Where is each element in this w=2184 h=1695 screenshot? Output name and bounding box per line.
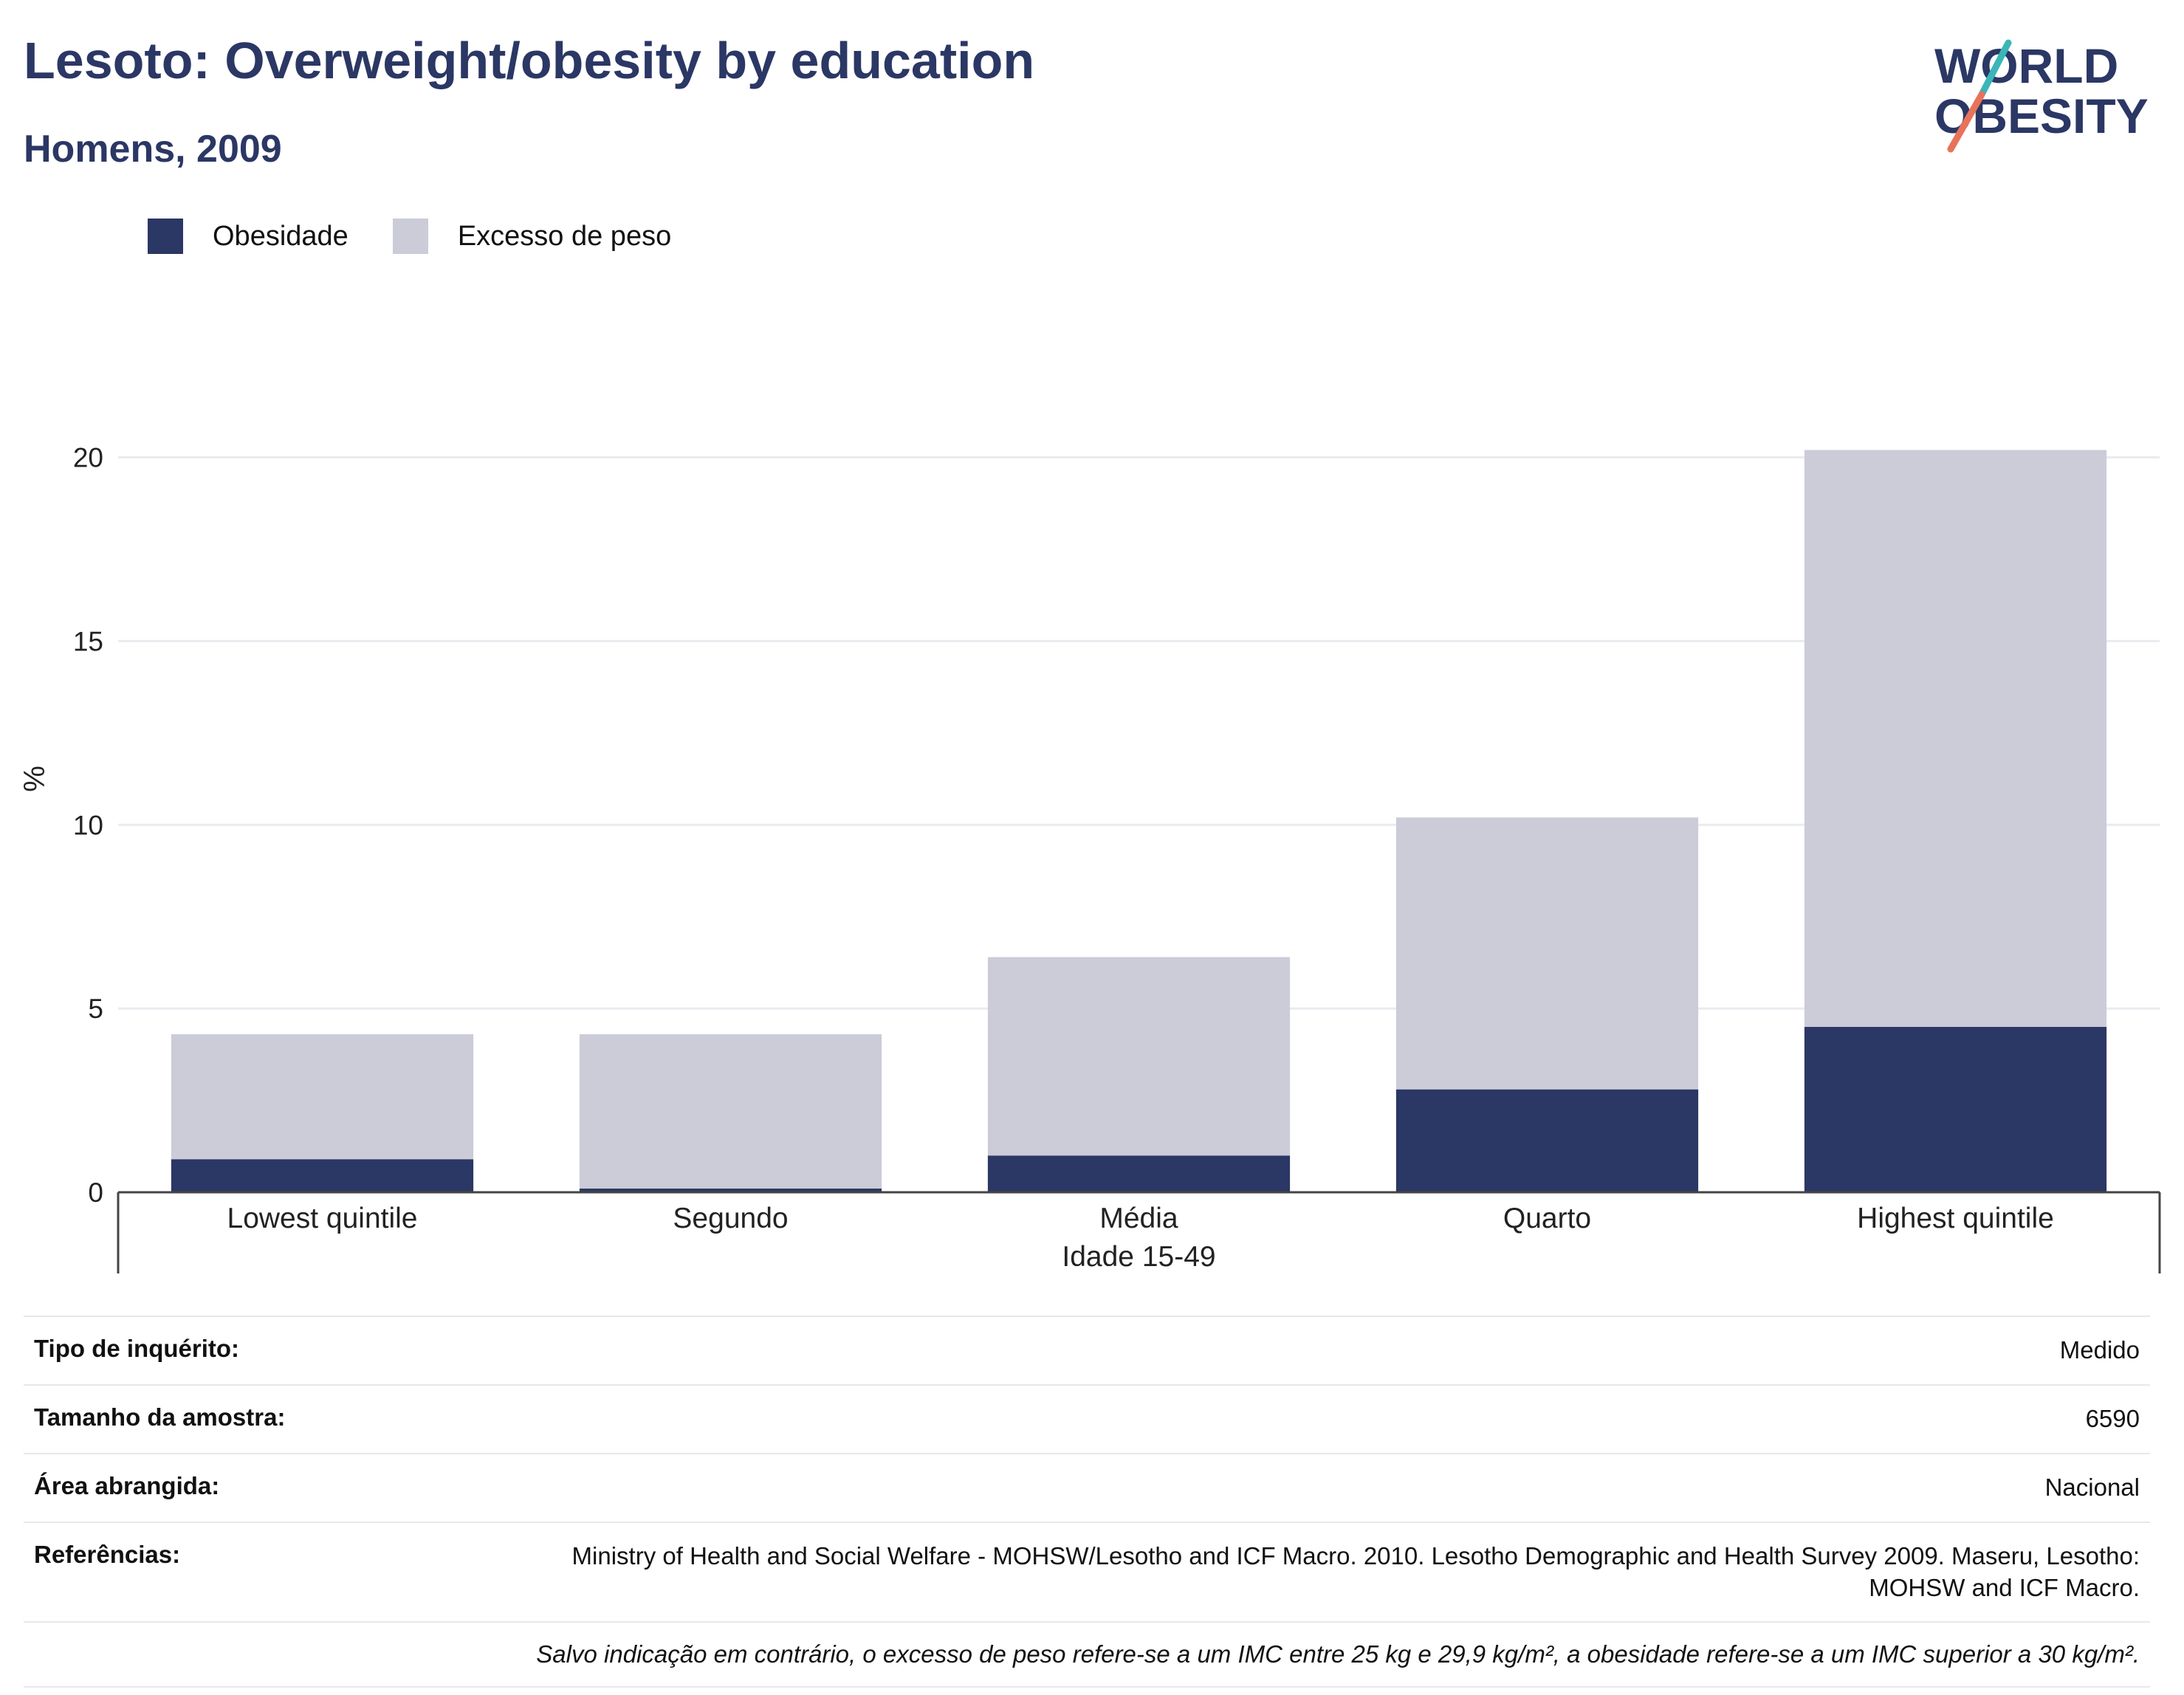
x-tick-label: Segundo [673,1203,788,1234]
x-axis-title: Idade 15-49 [1062,1241,1215,1273]
logo-line-1: WORLD [1934,38,2118,93]
survey-info-table: Tipo de inquérito: Medido Tamanho da amo… [24,1316,2150,1688]
y-axis-title: % [18,766,51,792]
y-tick-label: 15 [73,626,103,656]
y-tick-label: 0 [88,1177,103,1208]
chart-title: Lesoto: Overweight/obesity by education [24,32,1035,89]
world-obesity-logo: WORLD OBESITY [1934,38,2149,153]
bar-excesso-de-peso [171,1034,474,1160]
survey-type-value: Medido [2059,1336,2140,1364]
bar-excesso-de-peso [987,957,1291,1156]
legend-swatch-excesso-de-peso [392,219,428,254]
bar-obesidade [579,1189,882,1192]
legend-label-obesidade: Obesidade [213,220,348,252]
info-row-area: Área abrangida: Nacional [24,1452,2150,1522]
y-tick-label: 10 [73,810,103,840]
x-tick-label: Highest quintile [1857,1203,2054,1234]
x-tick-label: Quarto [1503,1203,1591,1234]
references-label: Referências: [34,1540,181,1568]
legend-swatch-obesidade [148,219,183,254]
x-tick-label: Lowest quintile [227,1203,418,1234]
legend-label-excesso-de-peso: Excesso de peso [457,220,672,252]
logo-slash-teal [1978,39,2012,98]
legend-item-excesso-de-peso[interactable]: Excesso de peso [392,219,672,254]
sample-size-value: 6590 [2085,1404,2140,1432]
bar-obesidade [1395,1089,1699,1192]
bar-obesidade [1804,1027,2107,1192]
info-row-references: Referências: Ministry of Health and Soci… [24,1521,2150,1622]
sample-size-label: Tamanho da amostra: [34,1403,286,1431]
legend: Obesidade Excesso de peso [148,219,715,254]
bar-excesso-de-peso [579,1034,882,1189]
bar-obesidade [987,1155,1291,1192]
references-value: Ministry of Health and Social Welfare - … [571,1541,2140,1601]
y-tick-label: 20 [73,443,103,473]
x-tick-label: Média [1099,1203,1178,1234]
bar-excesso-de-peso [1395,817,1699,1090]
bar-obesidade [171,1159,474,1192]
info-row-survey-type: Tipo de inquérito: Medido [24,1316,2150,1384]
bar-excesso-de-peso [1804,450,2107,1028]
area-label: Área abrangida: [34,1471,220,1499]
area-value: Nacional [2044,1473,2140,1501]
chart-subtitle: Homens, 2009 [24,128,282,171]
info-row-sample-size: Tamanho da amostra: 6590 [24,1383,2150,1453]
bar-chart: 0 5 10 15 20% Lowest quintile Segundo Média Quar… [18,443,2161,1273]
y-tick-label: 5 [88,994,103,1024]
legend-item-obesidade[interactable]: Obesidade [148,219,348,254]
logo-slash-coral [1947,91,1985,153]
survey-type-label: Tipo de inquérito: [34,1335,240,1362]
definition-note: Salvo indicação em contrário, o excesso … [24,1621,2150,1688]
